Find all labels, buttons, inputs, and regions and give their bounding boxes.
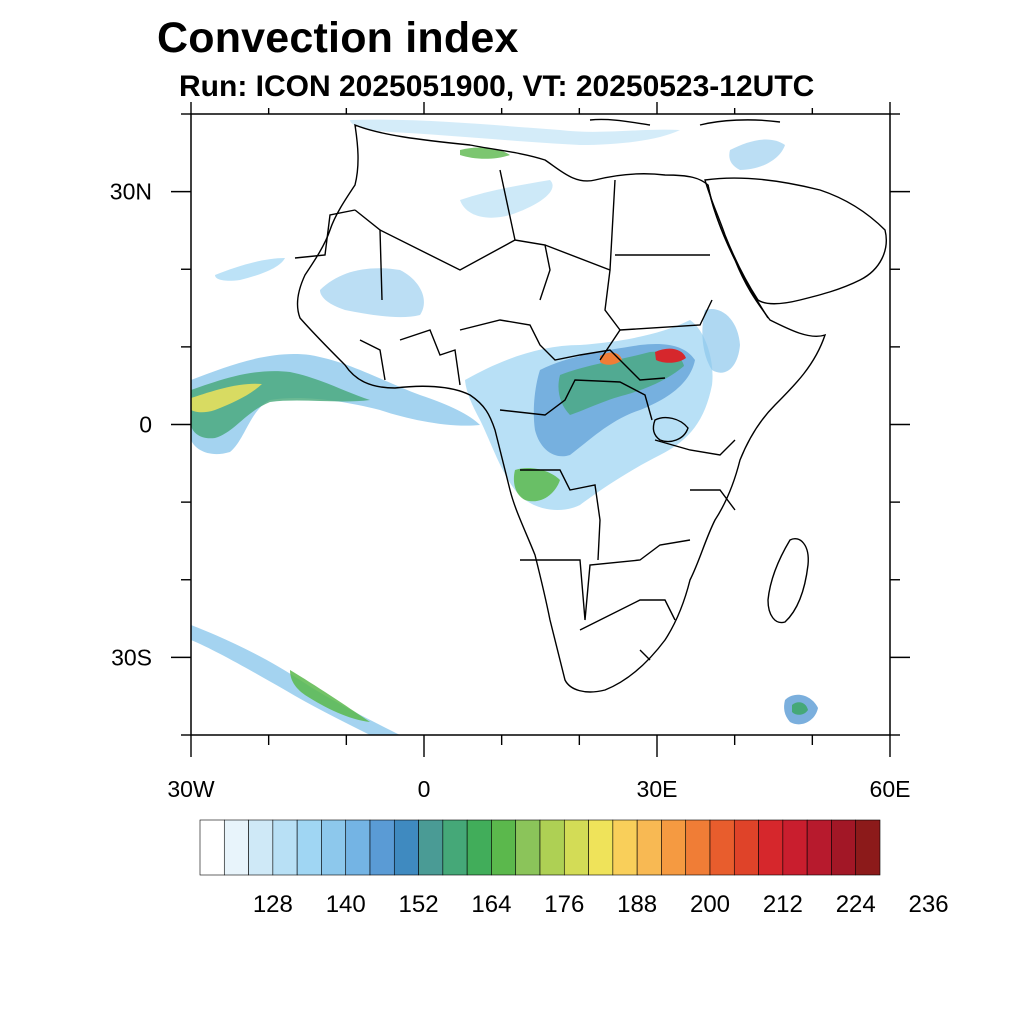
colorbar	[199, 819, 881, 876]
colorbar-bin	[491, 819, 517, 876]
colorbar-bin	[588, 819, 614, 876]
latitude-labels: 30N 0 30S	[110, 179, 152, 671]
lon-tick-label: 60E	[870, 776, 911, 802]
colorbar-tick-label: 236	[909, 891, 949, 918]
colorbar-bin	[539, 819, 565, 876]
colorbar-bin	[709, 819, 735, 876]
lat-tick-label: 0	[139, 412, 152, 438]
lake-victoria	[652, 416, 689, 443]
country-border-6	[499, 379, 653, 421]
lon-tick-label: 0	[418, 776, 431, 802]
colorbar-tick-label: 152	[399, 891, 439, 918]
longitude-labels: 30W 0 30E 60E	[167, 776, 910, 802]
shade-middle-east	[729, 139, 785, 170]
coastlines	[294, 118, 887, 693]
lon-tick-label: 30W	[167, 776, 215, 802]
colorbar-bin	[831, 819, 857, 876]
colorbar-bin	[782, 819, 808, 876]
colorbar-bin	[515, 819, 541, 876]
shade-atlantic-peak	[191, 383, 262, 413]
colorbar-labels: 128 140 152 164 176 188 200 212 224 236	[253, 891, 949, 918]
colorbar-tick-label: 128	[253, 891, 293, 918]
map-title: Convection index	[157, 14, 519, 62]
colorbar-bin	[296, 819, 322, 876]
axis-ticks	[171, 102, 910, 757]
colorbar-bin	[661, 819, 687, 876]
colorbar-bin	[758, 819, 784, 876]
madagascar	[767, 538, 809, 624]
colorbar-bin	[369, 819, 395, 876]
lat-tick-label: 30N	[110, 179, 152, 205]
colorbar-bin	[806, 819, 832, 876]
colorbar-bin	[855, 819, 881, 876]
arabia	[704, 177, 887, 305]
colorbar-tick-label: 164	[471, 891, 511, 918]
shade-ethiopia	[702, 308, 740, 373]
colorbar-bin	[393, 819, 419, 876]
shade-mauritania	[215, 258, 285, 281]
colorbar-bin	[223, 819, 249, 876]
shade-west-africa	[320, 268, 424, 318]
convection-shading	[191, 119, 818, 735]
colorbar-bin	[442, 819, 468, 876]
shade-congo	[513, 468, 560, 502]
colorbar-bin	[321, 819, 347, 876]
country-border-5	[459, 319, 666, 381]
shade-mediterranean	[350, 119, 680, 145]
shade-south-atlantic-core	[290, 670, 370, 722]
country-border-2	[379, 169, 551, 301]
shade-central-hotspot-2	[655, 348, 686, 363]
colorbar-tick-label: 176	[544, 891, 584, 918]
shade-indian-ocean-core	[792, 702, 808, 715]
colorbar-tick-label: 224	[836, 891, 876, 918]
map-subtitle: Run: ICON 2025051900, VT: 20250523-12UTC	[179, 70, 815, 103]
country-border-9	[579, 599, 676, 661]
colorbar-bin	[563, 819, 589, 876]
colorbar-bin	[345, 819, 371, 876]
colorbar-bin	[636, 819, 662, 876]
colorbar-tick-label: 188	[617, 891, 657, 918]
country-border-11	[359, 329, 461, 386]
lat-tick-label: 30S	[111, 644, 152, 670]
country-border-4	[615, 254, 713, 331]
colorbar-bin	[272, 819, 298, 876]
country-border-8	[520, 539, 691, 621]
country-border-7	[520, 469, 601, 561]
red-sea	[707, 184, 769, 319]
colorbar-bin	[733, 819, 759, 876]
colorbar-bin	[612, 819, 638, 876]
lon-tick-label: 30E	[637, 776, 678, 802]
colorbar-tick-label: 200	[690, 891, 730, 918]
colorbar-bin	[466, 819, 492, 876]
colorbar-bin	[418, 819, 444, 876]
country-border-3	[544, 179, 621, 361]
colorbar-tick-label: 140	[326, 891, 366, 918]
colorbar-tick-label: 212	[763, 891, 803, 918]
country-border-10	[654, 439, 736, 511]
africa-coastline	[296, 123, 827, 693]
mediterranean-coast	[589, 118, 781, 126]
colorbar-bin	[199, 819, 225, 876]
colorbar-bin	[685, 819, 711, 876]
colorbar-bin	[248, 819, 274, 876]
